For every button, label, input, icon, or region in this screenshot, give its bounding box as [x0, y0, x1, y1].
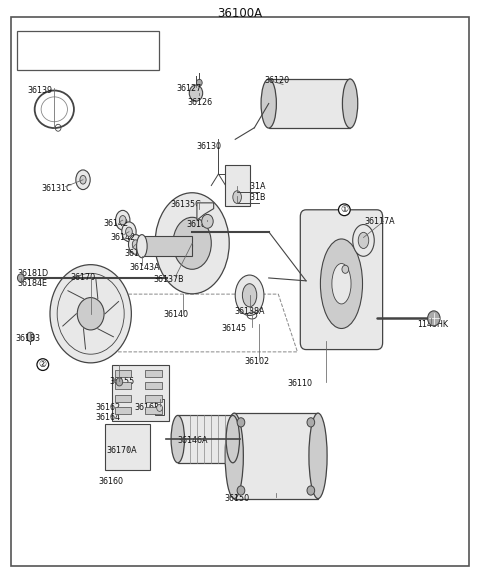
FancyBboxPatch shape: [142, 236, 192, 256]
Ellipse shape: [129, 234, 143, 254]
Text: 36185: 36185: [186, 220, 212, 229]
Text: 36170A: 36170A: [106, 446, 137, 455]
Ellipse shape: [309, 413, 327, 499]
FancyBboxPatch shape: [225, 165, 250, 206]
Text: 36110: 36110: [288, 379, 313, 387]
FancyBboxPatch shape: [105, 423, 151, 470]
FancyBboxPatch shape: [145, 407, 162, 413]
Ellipse shape: [76, 170, 90, 189]
Ellipse shape: [226, 415, 240, 463]
Text: 36164: 36164: [96, 413, 120, 422]
Text: 36117A: 36117A: [364, 217, 395, 226]
Ellipse shape: [342, 79, 358, 128]
FancyBboxPatch shape: [11, 17, 469, 566]
Ellipse shape: [155, 193, 229, 294]
Text: NOTE: NOTE: [21, 32, 48, 41]
Circle shape: [428, 311, 440, 326]
Circle shape: [237, 486, 245, 495]
Ellipse shape: [126, 227, 132, 236]
Circle shape: [77, 298, 104, 330]
FancyBboxPatch shape: [115, 407, 132, 413]
Text: 36150: 36150: [225, 494, 250, 503]
Text: 36140: 36140: [163, 310, 189, 320]
Ellipse shape: [235, 275, 264, 316]
Circle shape: [116, 378, 123, 386]
Circle shape: [307, 417, 315, 427]
Text: 36163: 36163: [135, 403, 160, 412]
Circle shape: [157, 405, 162, 411]
Text: 36126: 36126: [187, 98, 213, 108]
Text: 36184E: 36184E: [17, 279, 48, 288]
Circle shape: [237, 417, 245, 427]
Circle shape: [189, 85, 203, 101]
Circle shape: [50, 265, 132, 363]
FancyBboxPatch shape: [234, 413, 318, 499]
Text: 36100A: 36100A: [217, 7, 263, 20]
Ellipse shape: [242, 284, 257, 307]
Circle shape: [196, 79, 202, 86]
Text: 36162: 36162: [96, 403, 120, 412]
Text: 36146A: 36146A: [178, 437, 208, 445]
Text: 36138A: 36138A: [234, 307, 265, 316]
FancyBboxPatch shape: [155, 400, 164, 415]
Text: 1140HK: 1140HK: [417, 320, 448, 329]
Text: 36120: 36120: [264, 76, 289, 85]
FancyBboxPatch shape: [115, 395, 132, 402]
Text: 36142: 36142: [124, 249, 149, 258]
Text: 36135C: 36135C: [170, 200, 201, 208]
Ellipse shape: [171, 415, 184, 463]
Text: 36131C: 36131C: [41, 184, 72, 193]
Text: 36145: 36145: [222, 324, 247, 334]
Text: 36183: 36183: [15, 334, 40, 343]
Ellipse shape: [261, 79, 276, 128]
Ellipse shape: [80, 175, 86, 184]
Text: 36181D: 36181D: [17, 269, 48, 278]
Ellipse shape: [321, 239, 362, 328]
Text: 36127: 36127: [177, 84, 202, 93]
Text: 36155: 36155: [110, 378, 135, 386]
Circle shape: [342, 265, 348, 273]
Text: 36131A: 36131A: [235, 182, 266, 191]
Circle shape: [202, 214, 213, 228]
FancyBboxPatch shape: [115, 371, 132, 378]
Ellipse shape: [116, 210, 130, 230]
FancyBboxPatch shape: [145, 395, 162, 402]
Ellipse shape: [132, 240, 139, 249]
Ellipse shape: [137, 234, 147, 258]
Circle shape: [26, 332, 34, 342]
Text: 36142: 36142: [104, 219, 129, 228]
Text: 36131B: 36131B: [235, 193, 266, 201]
Ellipse shape: [122, 222, 136, 241]
Text: 36139: 36139: [27, 86, 52, 95]
FancyBboxPatch shape: [178, 415, 233, 463]
Text: 36142: 36142: [111, 233, 136, 242]
Circle shape: [17, 274, 24, 282]
Ellipse shape: [120, 215, 126, 225]
Polygon shape: [197, 203, 214, 220]
FancyBboxPatch shape: [145, 382, 162, 389]
Text: 36130: 36130: [196, 142, 221, 151]
Text: 36160: 36160: [98, 477, 123, 486]
Text: 36170: 36170: [70, 273, 95, 283]
Ellipse shape: [233, 190, 241, 203]
Ellipse shape: [225, 413, 243, 499]
FancyBboxPatch shape: [17, 31, 158, 70]
Circle shape: [307, 486, 315, 495]
Ellipse shape: [353, 225, 374, 256]
Text: 36143A: 36143A: [130, 263, 160, 272]
FancyBboxPatch shape: [269, 79, 350, 128]
Text: THE NO.36111B : ①-②: THE NO.36111B : ①-②: [21, 49, 117, 58]
Text: 36102: 36102: [245, 357, 270, 366]
Text: ②: ②: [39, 360, 47, 369]
Ellipse shape: [332, 263, 351, 304]
FancyBboxPatch shape: [112, 365, 169, 421]
FancyBboxPatch shape: [300, 210, 383, 350]
Ellipse shape: [358, 232, 369, 248]
Text: ①: ①: [340, 206, 348, 214]
FancyBboxPatch shape: [145, 371, 162, 378]
Ellipse shape: [173, 217, 211, 269]
FancyBboxPatch shape: [115, 382, 132, 389]
Text: 36137B: 36137B: [154, 274, 184, 284]
